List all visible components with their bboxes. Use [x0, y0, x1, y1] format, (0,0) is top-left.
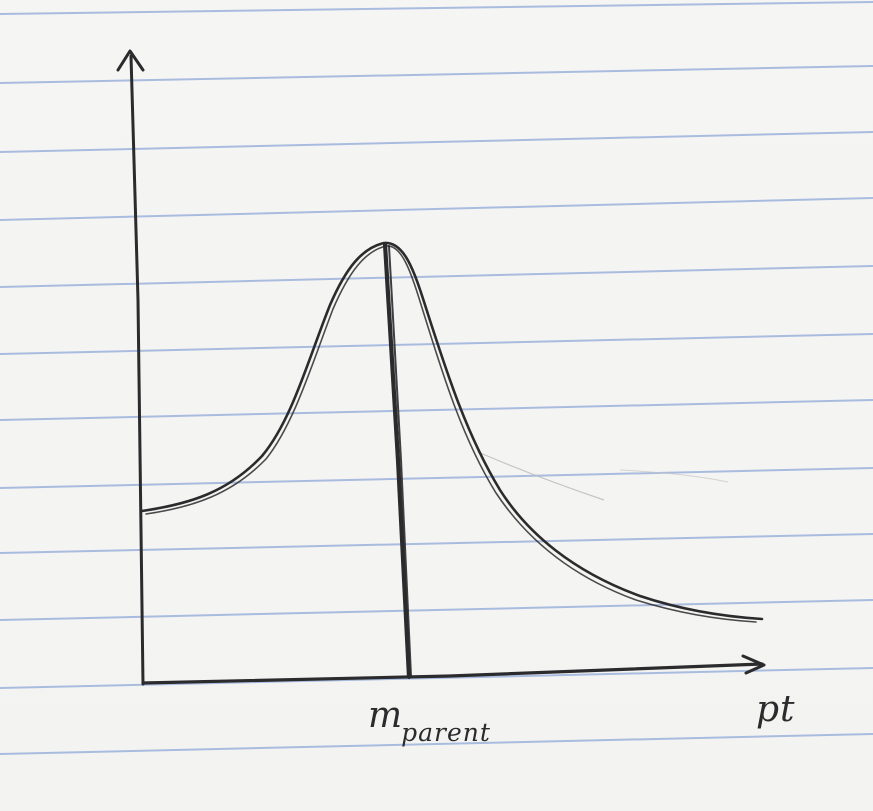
y-axis: [116, 49, 145, 686]
ruled-line: [0, 1, 873, 15]
ruled-line: [0, 733, 873, 755]
x-axis-label: pt: [756, 689, 796, 730]
x-axis: [141, 654, 766, 685]
marker-label-main: m: [368, 695, 404, 736]
ruled-line: [0, 65, 873, 84]
ruled-lines: [0, 1, 873, 755]
peak-marker: [382, 241, 412, 680]
curve-stroke-overlay: [145, 245, 757, 623]
x-axis-arrowhead: [741, 654, 766, 675]
peak-curve: [140, 241, 764, 623]
ruled-line: [0, 667, 873, 689]
stray-pencil-marks: [477, 451, 729, 501]
marker-label: mparent: [368, 695, 493, 746]
y-axis-arrowhead: [116, 49, 145, 72]
marker-line-overlay: [388, 245, 412, 677]
stray-mark: [477, 451, 605, 501]
ruled-line: [0, 533, 873, 554]
marker-line: [382, 241, 412, 680]
marker-label-sub: parent: [401, 718, 491, 747]
ruled-line: [0, 197, 873, 221]
ruled-line: [0, 399, 873, 421]
x-axis-line: [141, 662, 764, 685]
ruled-line: [0, 265, 873, 288]
ruled-line: [0, 599, 873, 621]
ruled-line: [0, 131, 873, 153]
y-axis-line: [129, 54, 145, 686]
curve-stroke: [140, 241, 764, 621]
stray-mark: [619, 469, 729, 483]
ruled-line: [0, 467, 873, 489]
